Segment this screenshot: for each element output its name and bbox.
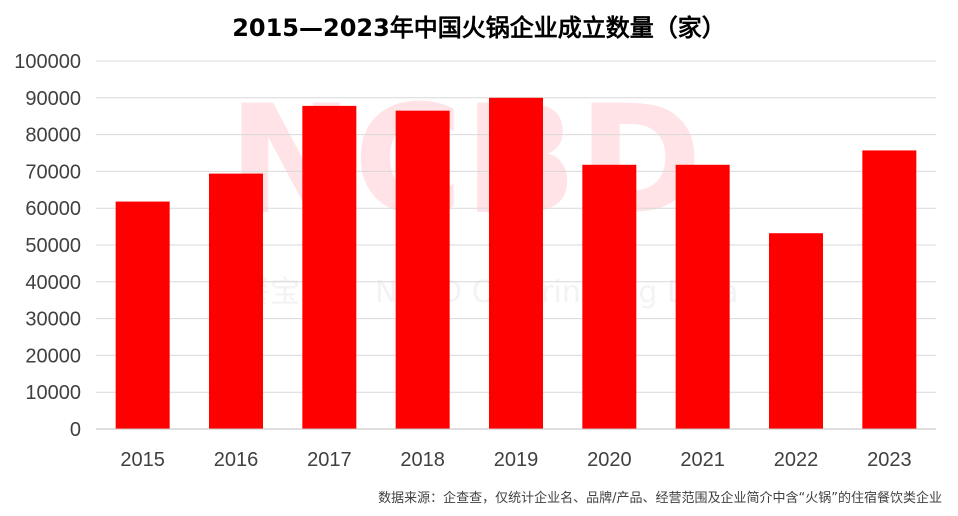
y-axis-ticks: 0 10000 20000 30000 40000 50000 60000 70000 8000… — [14, 51, 81, 441]
bars — [115, 97, 917, 430]
bar-2016 — [209, 173, 263, 429]
x-tick-label: 2016 — [214, 449, 259, 471]
y-tick-label: 80000 — [25, 125, 81, 147]
bar-2017 — [302, 105, 357, 430]
x-tick-label: 2021 — [680, 449, 725, 471]
x-tick-label: 2020 — [587, 449, 632, 471]
y-tick-label: 20000 — [25, 345, 81, 367]
chart-title: 2015—2023年中国火锅企业成立数量（家） — [232, 14, 726, 42]
x-tick-label: 2019 — [494, 449, 539, 471]
y-tick-label: 50000 — [25, 235, 81, 257]
bar-2022 — [769, 233, 823, 429]
bar-2020 — [582, 164, 637, 429]
x-tick-label: 2017 — [307, 449, 352, 471]
y-tick-label: 70000 — [25, 161, 81, 183]
y-tick-label: 0 — [70, 419, 81, 441]
x-tick-label: 2023 — [867, 449, 912, 471]
x-axis-ticks: 2015 2016 2017 2018 2019 2020 2021 2022 2023 — [120, 449, 911, 471]
bar-2023 — [862, 150, 917, 429]
bar-2018 — [395, 110, 450, 430]
y-tick-label: 40000 — [25, 272, 81, 294]
y-tick-label: 10000 — [25, 382, 81, 404]
x-tick-label: 2018 — [400, 449, 445, 471]
bar-2015 — [115, 201, 170, 429]
y-tick-label: 90000 — [25, 88, 81, 110]
x-tick-label: 2015 — [120, 449, 165, 471]
y-tick-label: 30000 — [25, 309, 81, 331]
y-tick-label: 100000 — [14, 51, 81, 73]
y-tick-label: 60000 — [25, 198, 81, 220]
bar-2019 — [489, 97, 543, 430]
x-tick-label: 2022 — [774, 449, 819, 471]
source-note: 数据来源：企查查，仅统计企业名、品牌/产品、经营范围及企业简介中含“火锅”的住宿… — [378, 491, 942, 506]
bar-2021 — [675, 164, 730, 429]
